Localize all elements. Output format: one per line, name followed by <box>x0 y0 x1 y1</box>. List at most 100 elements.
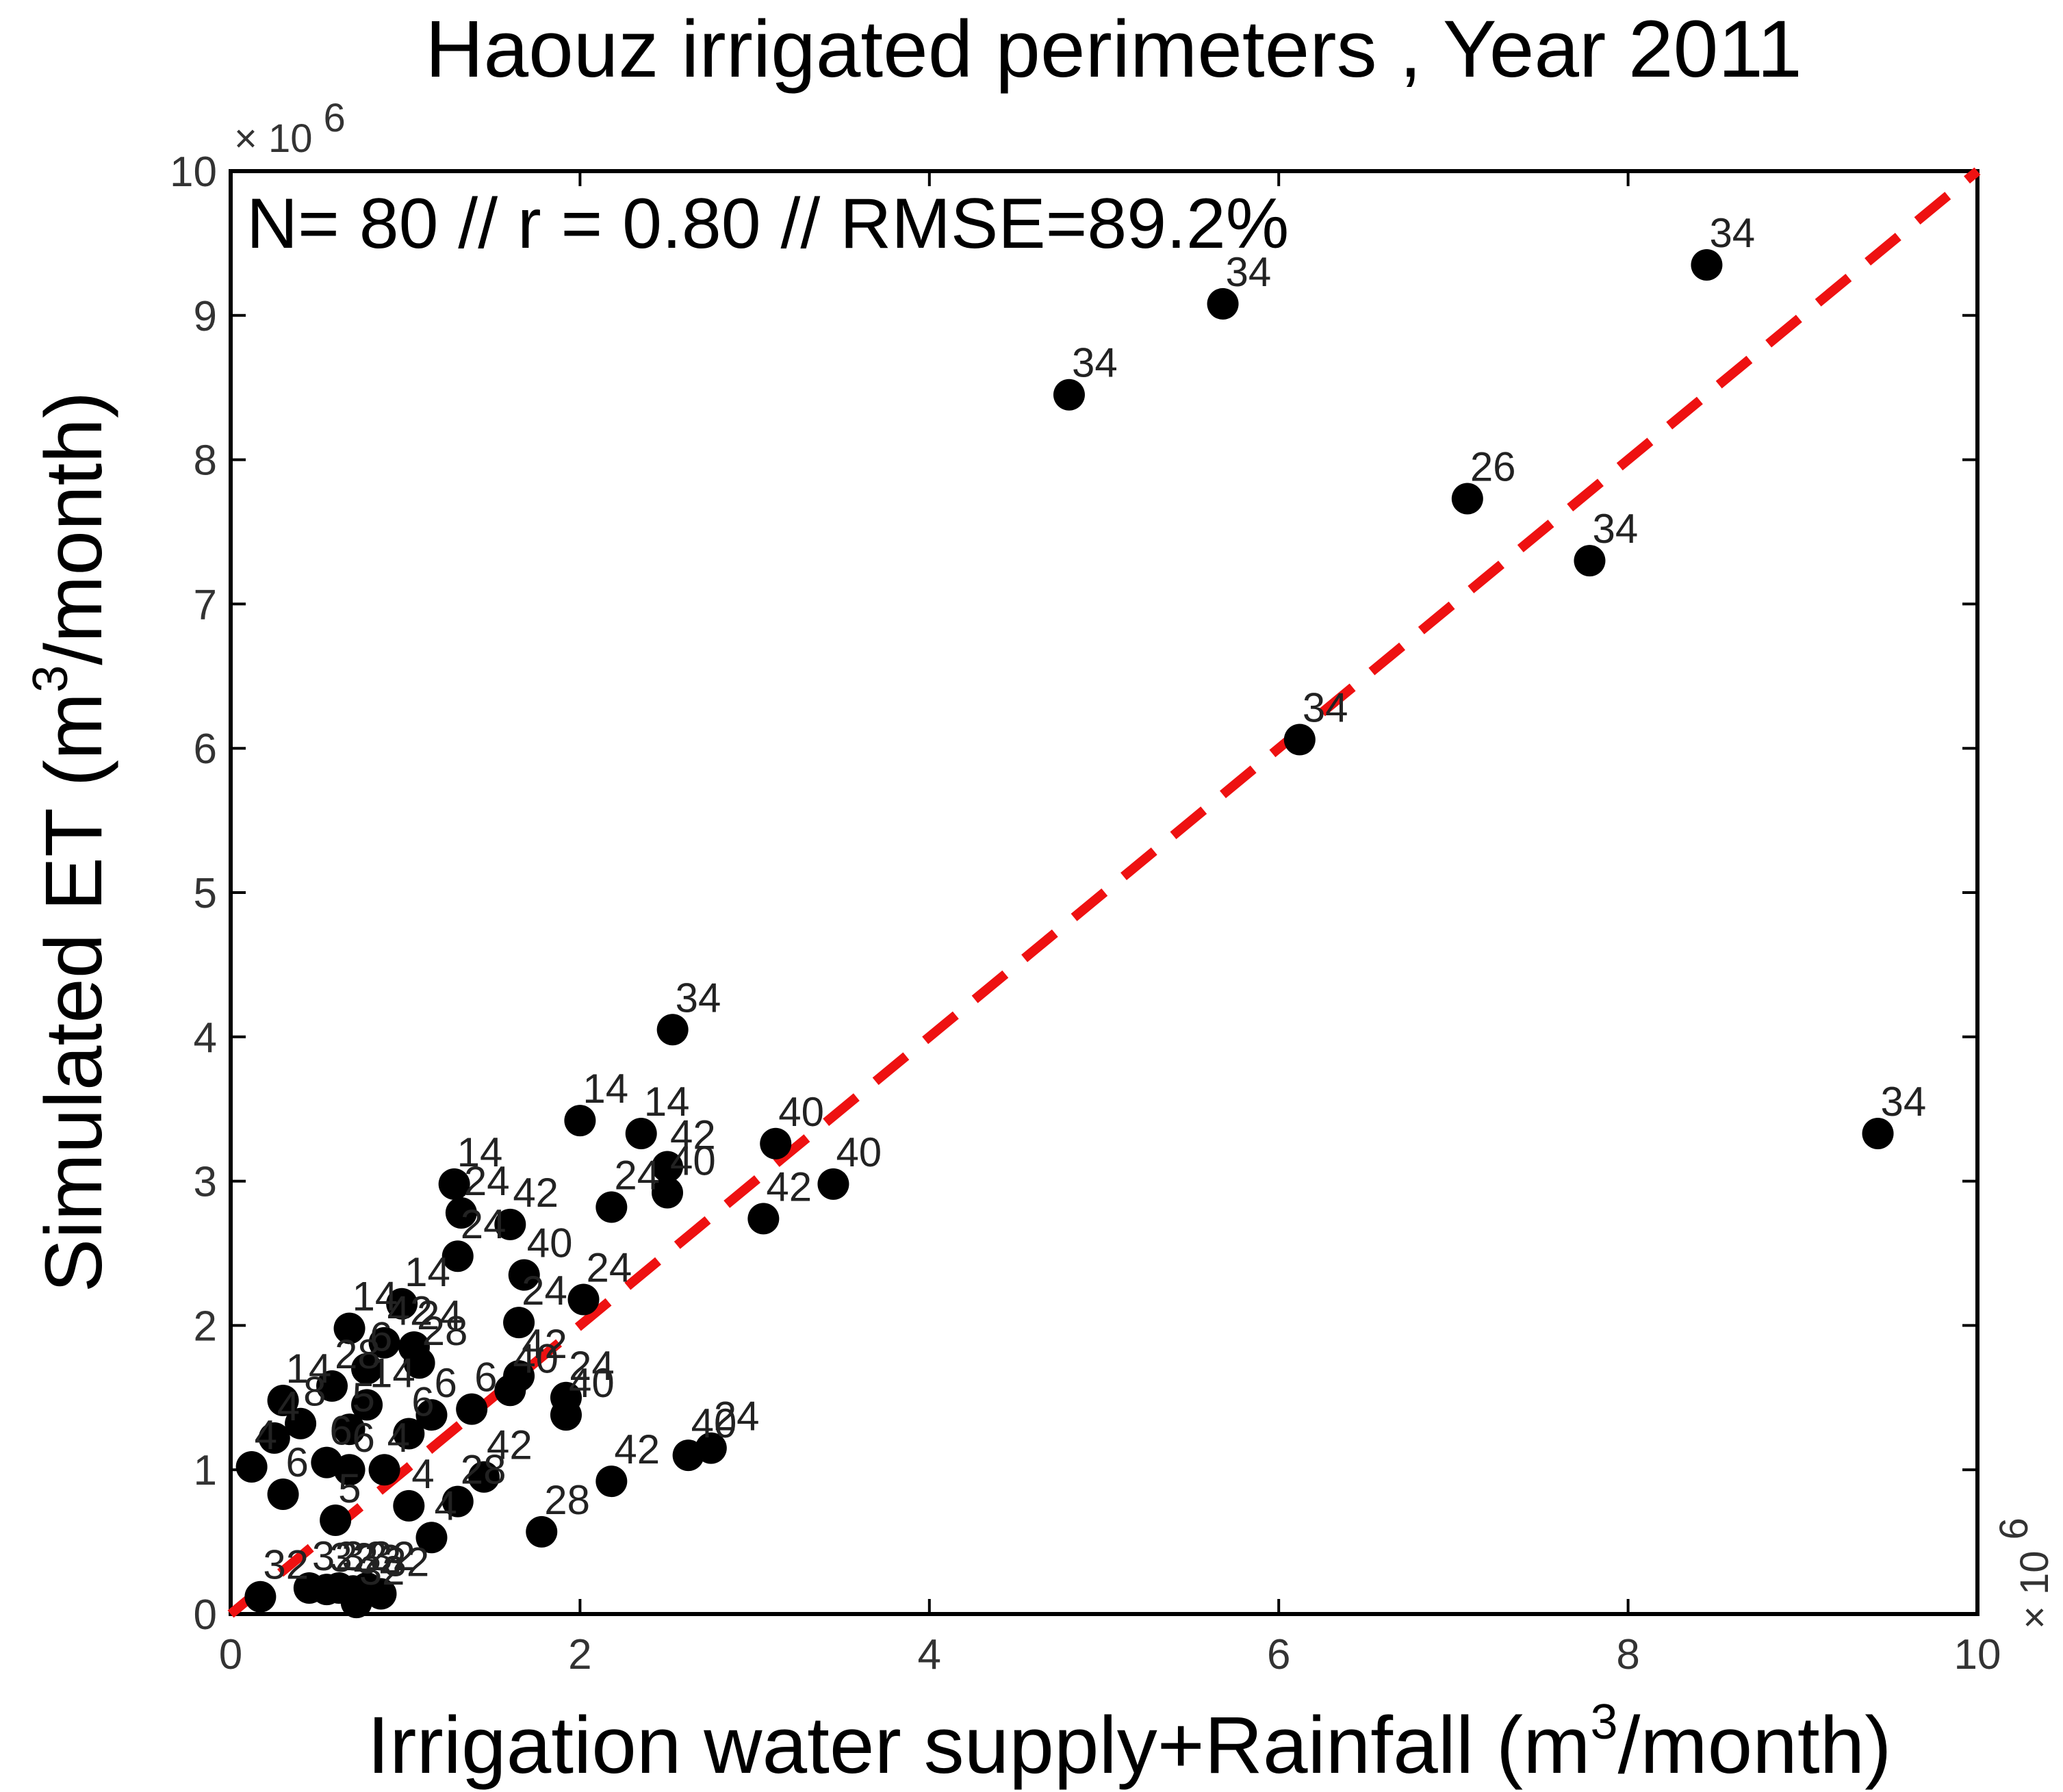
data-point-label: 40 <box>691 1400 737 1446</box>
data-point-label: 32 <box>312 1533 358 1579</box>
y-tick-labels: 0 1 2 3 4 5 6 7 8 9 10 <box>170 149 217 1639</box>
one-to-one-reference-line <box>227 167 1981 1618</box>
data-point-label: 24 <box>464 1158 510 1204</box>
data-point-label: 24 <box>714 1394 760 1439</box>
data-point <box>468 1461 500 1493</box>
data-point-label: 34 <box>1709 210 1755 256</box>
data-point <box>441 1485 474 1518</box>
data-point-label: 28 <box>461 1447 507 1493</box>
data-point-label: 4 <box>277 1383 300 1429</box>
data-point-label: 4 <box>434 1483 457 1528</box>
x-tick-label: 0 <box>219 1631 242 1678</box>
y-axis-exponent: 6 <box>324 96 346 140</box>
data-point-label: 14 <box>644 1079 690 1125</box>
data-point <box>351 1389 383 1421</box>
data-point <box>567 1283 600 1316</box>
data-point-label: 34 <box>1592 506 1638 552</box>
chart-title: Haouz irrigated perimeters , Year 2011 <box>425 4 1802 94</box>
y-tick-label: 0 <box>194 1591 217 1639</box>
data-point-label: 40 <box>778 1089 824 1135</box>
data-point-label: 32 <box>383 1539 429 1585</box>
y-tick-label: 2 <box>194 1303 217 1350</box>
data-point <box>652 1151 683 1183</box>
data-point <box>415 1399 448 1431</box>
data-point-label: 14 <box>353 1274 398 1320</box>
data-point-label: 28 <box>544 1477 590 1523</box>
data-point-label: 24 <box>417 1292 463 1338</box>
data-point <box>365 1578 397 1610</box>
data-point <box>351 1353 383 1385</box>
data-point-label: 32 <box>329 1535 375 1580</box>
data-point <box>333 1312 366 1344</box>
data-point-label: 34 <box>1226 249 1272 295</box>
x-axis-multiplier: × 106 <box>1992 1518 2057 1629</box>
data-point-label: 42 <box>614 1426 660 1472</box>
y-tick-label: 3 <box>194 1159 217 1206</box>
data-point <box>267 1385 299 1417</box>
data-point-label: 4 <box>411 1451 434 1497</box>
data-point-label: 32 <box>342 1533 387 1579</box>
data-point-label: 40 <box>569 1360 615 1406</box>
data-point-label: 4 <box>387 1415 410 1461</box>
data-point-label: 14 <box>286 1346 332 1392</box>
x-tick-label: 2 <box>568 1631 591 1678</box>
data-point-label: 32 <box>263 1542 309 1588</box>
data-point-label: 40 <box>670 1138 716 1183</box>
data-point-label: 14 <box>405 1249 450 1295</box>
data-point <box>333 1413 366 1446</box>
data-point <box>494 1208 526 1240</box>
data-point-label: 42 <box>513 1170 559 1216</box>
x-tick-label: 8 <box>1616 1631 1639 1678</box>
data-point <box>1691 249 1723 281</box>
data-point <box>817 1168 849 1200</box>
y-tick-label: 1 <box>194 1447 217 1494</box>
data-point <box>1862 1118 1894 1150</box>
data-point-label: 28 <box>422 1308 468 1354</box>
data-point <box>340 1587 372 1619</box>
data-point-label: 8 <box>303 1369 326 1415</box>
data-point <box>415 1522 448 1554</box>
data-point <box>244 1580 277 1613</box>
statistics-annotation: N= 80 // r = 0.80 // RMSE=89.2% <box>246 184 1289 264</box>
data-point-label: 24 <box>587 1244 632 1290</box>
data-point <box>595 1191 628 1223</box>
y-tick-label: 7 <box>194 581 217 628</box>
data-point <box>747 1203 780 1235</box>
data-point <box>393 1418 425 1450</box>
data-point-label: 24 <box>614 1153 660 1199</box>
data-point-label: 5 <box>338 1465 361 1511</box>
data-point-label: 34 <box>1072 340 1118 386</box>
y-tick-label: 8 <box>194 437 217 485</box>
data-point <box>1451 483 1483 515</box>
data-point <box>393 1489 425 1522</box>
data-point-label: 42 <box>522 1321 567 1367</box>
x-axis-label: Irrigation water supply+Rainfall (m3/mon… <box>367 1695 1891 1791</box>
data-point <box>526 1515 558 1548</box>
data-point-label: 24 <box>461 1201 507 1247</box>
data-point-label: 6 <box>329 1408 352 1454</box>
data-point-label: 42 <box>487 1422 533 1468</box>
data-point-label: 40 <box>527 1220 573 1266</box>
data-point-label: 24 <box>569 1343 615 1389</box>
data-point <box>1053 379 1085 411</box>
data-point <box>656 1014 689 1046</box>
y-axis-label-superscript: 3 <box>23 665 78 693</box>
data-point-label: 40 <box>513 1335 559 1381</box>
data-point <box>503 1307 535 1339</box>
data-point <box>316 1370 348 1402</box>
x-axis-label-superscript: 3 <box>1591 1695 1618 1750</box>
x-axis-exponent: 6 <box>1992 1518 2036 1539</box>
data-point <box>695 1432 727 1464</box>
data-point-label: 32 <box>356 1536 402 1582</box>
data-point <box>1574 545 1606 577</box>
data-point <box>368 1327 400 1359</box>
data-point-label: 42 <box>670 1112 716 1158</box>
data-point <box>550 1399 582 1431</box>
data-point-label: 28 <box>335 1331 381 1377</box>
data-point <box>441 1240 474 1272</box>
data-point-label: 34 <box>676 975 721 1021</box>
data-point-label: 34 <box>1881 1079 1927 1125</box>
data-point-label: 40 <box>836 1129 882 1175</box>
